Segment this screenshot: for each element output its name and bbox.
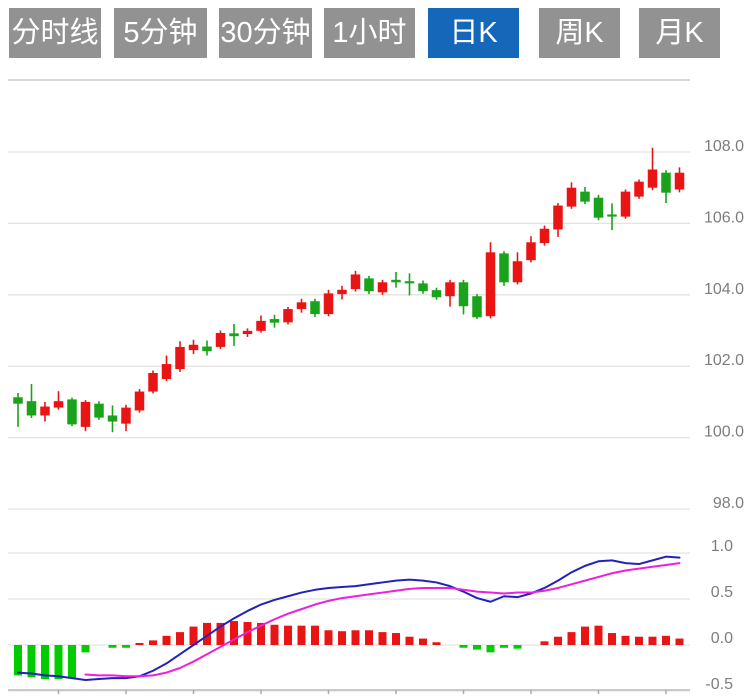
dif-line <box>17 555 681 681</box>
x-axis <box>8 689 690 694</box>
svg-text:100.0: 100.0 <box>704 424 744 441</box>
period-tab-1hour[interactable]: 1小时 <box>324 8 415 58</box>
indicator-panel-gridlines <box>8 552 690 692</box>
period-tab-5min[interactable]: 5分钟 <box>114 8 207 58</box>
period-tab-minute-line[interactable]: 分时线 <box>9 8 101 58</box>
period-tab-weekly-k[interactable]: 周K <box>539 8 620 58</box>
svg-text:108.0: 108.0 <box>704 138 744 155</box>
svg-text:0.0: 0.0 <box>711 630 733 647</box>
period-tab-monthly-k[interactable]: 月K <box>639 8 720 58</box>
period-tab-daily-k[interactable]: 日K <box>428 8 519 58</box>
indicator-axis-labels: 1.0 0.5 0.0 -0.5 <box>705 538 733 693</box>
svg-text:0.5: 0.5 <box>711 584 733 601</box>
macd-histogram <box>14 621 684 680</box>
price-panel-gridlines <box>8 151 690 510</box>
price-axis-labels: 108.0 106.0 104.0 102.0 100.0 98.0 <box>704 138 744 512</box>
svg-text:1.0: 1.0 <box>711 538 733 555</box>
period-toolbar: 分时线 5分钟 30分钟 1小时 日K 周K 月K <box>9 8 720 58</box>
svg-text:106.0: 106.0 <box>704 209 744 226</box>
svg-text:-0.5: -0.5 <box>705 676 733 693</box>
period-tab-30min[interactable]: 30分钟 <box>219 8 312 58</box>
svg-text:98.0: 98.0 <box>713 495 744 512</box>
candlestick-series <box>13 147 685 433</box>
svg-text:102.0: 102.0 <box>704 352 744 369</box>
svg-text:104.0: 104.0 <box>704 281 744 298</box>
dea-line <box>84 562 681 678</box>
